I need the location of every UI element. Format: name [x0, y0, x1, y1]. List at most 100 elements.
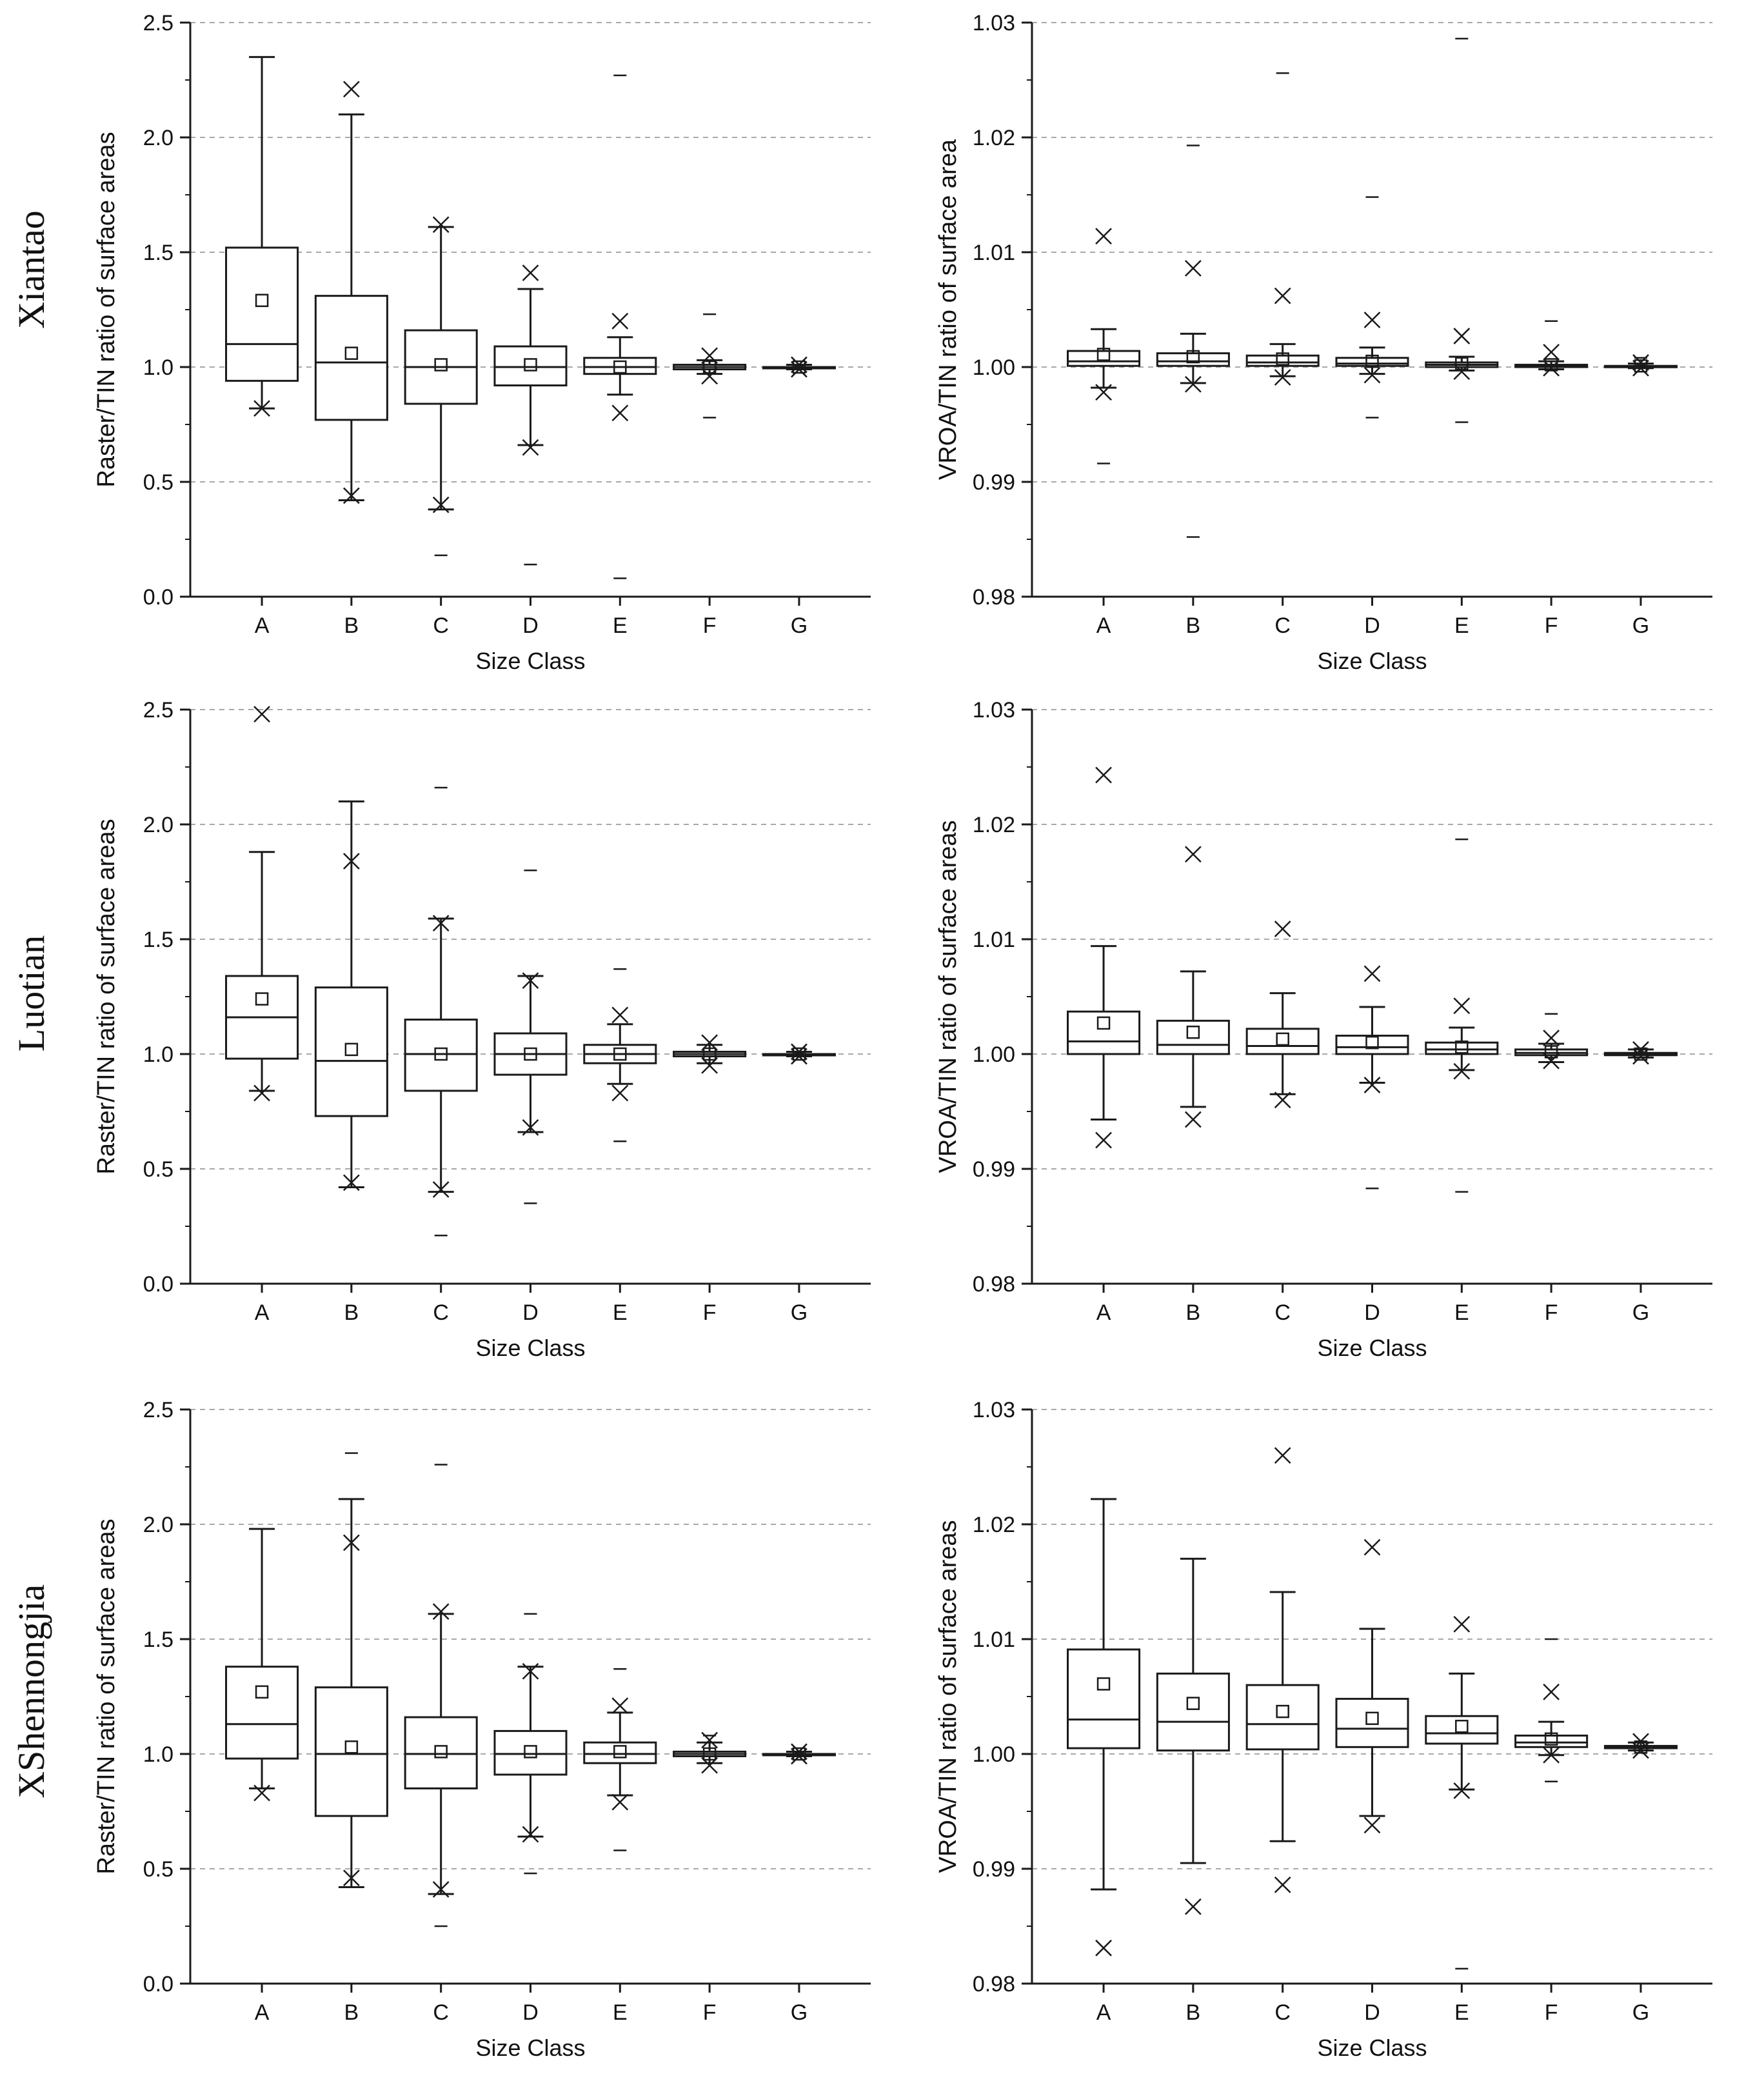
box-C — [404, 1464, 478, 1927]
percentile-marker-upper — [1184, 846, 1202, 863]
y-tick-label: 1.03 — [973, 1398, 1015, 1422]
box-body — [225, 246, 299, 382]
box-F — [1514, 320, 1589, 377]
mean-marker — [255, 1685, 269, 1699]
box-body — [404, 1019, 478, 1092]
percentile-marker-upper — [1363, 312, 1381, 328]
x-tick-label: G — [1632, 1300, 1649, 1325]
percentile-marker-lower — [1632, 1742, 1649, 1759]
mean-marker — [255, 294, 269, 308]
mean-marker — [1544, 358, 1558, 372]
percentile-marker-lower — [1453, 1782, 1471, 1799]
mean-marker — [524, 1047, 537, 1061]
percentile-marker-upper — [1363, 1538, 1381, 1556]
percentile-marker-lower — [253, 1784, 270, 1802]
x-tick-label: B — [1186, 613, 1201, 638]
box-F — [1514, 1013, 1589, 1070]
box-F — [1514, 1638, 1589, 1782]
x-tick-label: E — [613, 613, 628, 638]
y-axis-title: VROA/TIN ratio of surface areas — [935, 1520, 962, 1873]
y-tick-label: 2.5 — [143, 11, 173, 35]
x-tick-label: G — [791, 2000, 808, 2025]
mean-marker — [1096, 1016, 1111, 1030]
mean-marker — [1365, 1035, 1379, 1050]
box-G — [762, 1743, 836, 1765]
mean-marker — [702, 1047, 717, 1061]
box-A — [1067, 228, 1141, 464]
box-E — [1425, 838, 1499, 1193]
x-tick-label: C — [433, 2000, 449, 2025]
y-tick-label: 1.00 — [973, 1742, 1015, 1767]
box-D — [493, 264, 568, 566]
percentile-marker-upper — [432, 216, 450, 234]
row-label-xshennongjia: XShennongjia — [10, 1584, 52, 1798]
x-tick-label: A — [1096, 1300, 1111, 1325]
box-E — [1425, 37, 1499, 423]
box-D — [1335, 196, 1409, 419]
box-body — [1335, 1035, 1409, 1055]
x-tick-label: G — [1632, 613, 1649, 638]
y-tick-label: 0.0 — [143, 585, 173, 610]
mean-marker — [1365, 1711, 1379, 1726]
y-axis-title: Raster/TIN ratio of surface areas — [93, 1518, 120, 1874]
percentile-marker-lower — [432, 496, 450, 513]
chart-panel-2: 0.98 0.99 1.00 1.01 1.02 1.03 A B C D E F G Size Clas… — [935, 11, 1712, 674]
percentile-marker-upper — [701, 1034, 718, 1051]
mean-marker — [1365, 354, 1379, 368]
box-F — [673, 1731, 747, 1774]
x-axis-title: Size Class — [1317, 2035, 1427, 2061]
box-body — [1067, 350, 1141, 367]
percentile-marker-upper — [522, 1662, 539, 1680]
percentile-marker-lower — [1095, 1939, 1112, 1957]
percentile-marker-lower — [1632, 359, 1649, 377]
percentile-marker-lower — [1184, 1111, 1202, 1128]
x-tick-label: E — [1454, 2000, 1469, 2025]
y-tick-label: 1.01 — [973, 928, 1015, 952]
x-tick-label: G — [1632, 2000, 1649, 2025]
percentile-marker-upper — [432, 915, 450, 931]
percentile-marker-lower — [1453, 1062, 1471, 1080]
x-tick-label: A — [1096, 613, 1111, 638]
box-A — [1067, 766, 1141, 1149]
box-body — [1335, 357, 1409, 367]
x-tick-label: A — [255, 1300, 270, 1325]
percentile-marker-upper — [522, 264, 539, 281]
mean-marker — [1455, 357, 1469, 370]
y-axis-title: Raster/TIN ratio of surface areas — [93, 819, 120, 1174]
x-tick-label: B — [1186, 1300, 1201, 1325]
y-tick-label: 0.5 — [143, 1157, 173, 1182]
mean-marker — [1634, 359, 1648, 373]
percentile-marker-lower — [1632, 1048, 1649, 1065]
y-tick-label: 1.00 — [973, 355, 1015, 380]
percentile-marker-lower — [791, 1747, 808, 1765]
box-C — [404, 786, 478, 1237]
percentile-marker-upper — [522, 972, 539, 989]
y-axis-title: VROA/TIN ratio of surface areas — [935, 821, 962, 1173]
row-label-xiantao: Xiantao — [10, 210, 52, 329]
percentile-marker-lower — [791, 1048, 808, 1065]
percentile-marker-lower — [342, 1869, 360, 1887]
x-axis-title: Size Class — [1317, 648, 1427, 674]
x-tick-label: B — [344, 613, 359, 638]
percentile-marker-upper — [1453, 997, 1471, 1015]
percentile-marker-lower — [253, 1084, 270, 1102]
percentile-marker-lower — [1543, 1052, 1560, 1070]
mean-marker — [1544, 1732, 1558, 1746]
percentile-marker-lower — [1095, 384, 1112, 401]
chart-panel-6: 0.98 0.99 1.00 1.01 1.02 1.03 A B C D E F G Size Clas… — [935, 1398, 1712, 2061]
x-tick-label: C — [433, 613, 449, 638]
box-C — [404, 216, 478, 557]
x-tick-label: A — [1096, 2000, 1111, 2025]
row-labels: Xiantao Luotian XShennongjia — [10, 210, 52, 1798]
percentile-marker-upper — [1632, 1040, 1649, 1058]
percentile-marker-lower — [1363, 1817, 1381, 1834]
box-G — [762, 1043, 836, 1065]
percentile-marker-upper — [791, 356, 808, 373]
mean-marker — [613, 1745, 627, 1758]
box-B — [314, 1452, 388, 1888]
percentile-marker-upper — [253, 706, 270, 723]
x-tick-label: C — [433, 1300, 449, 1325]
box-body — [583, 357, 657, 375]
mean-marker — [344, 346, 359, 360]
box-A — [225, 55, 299, 417]
